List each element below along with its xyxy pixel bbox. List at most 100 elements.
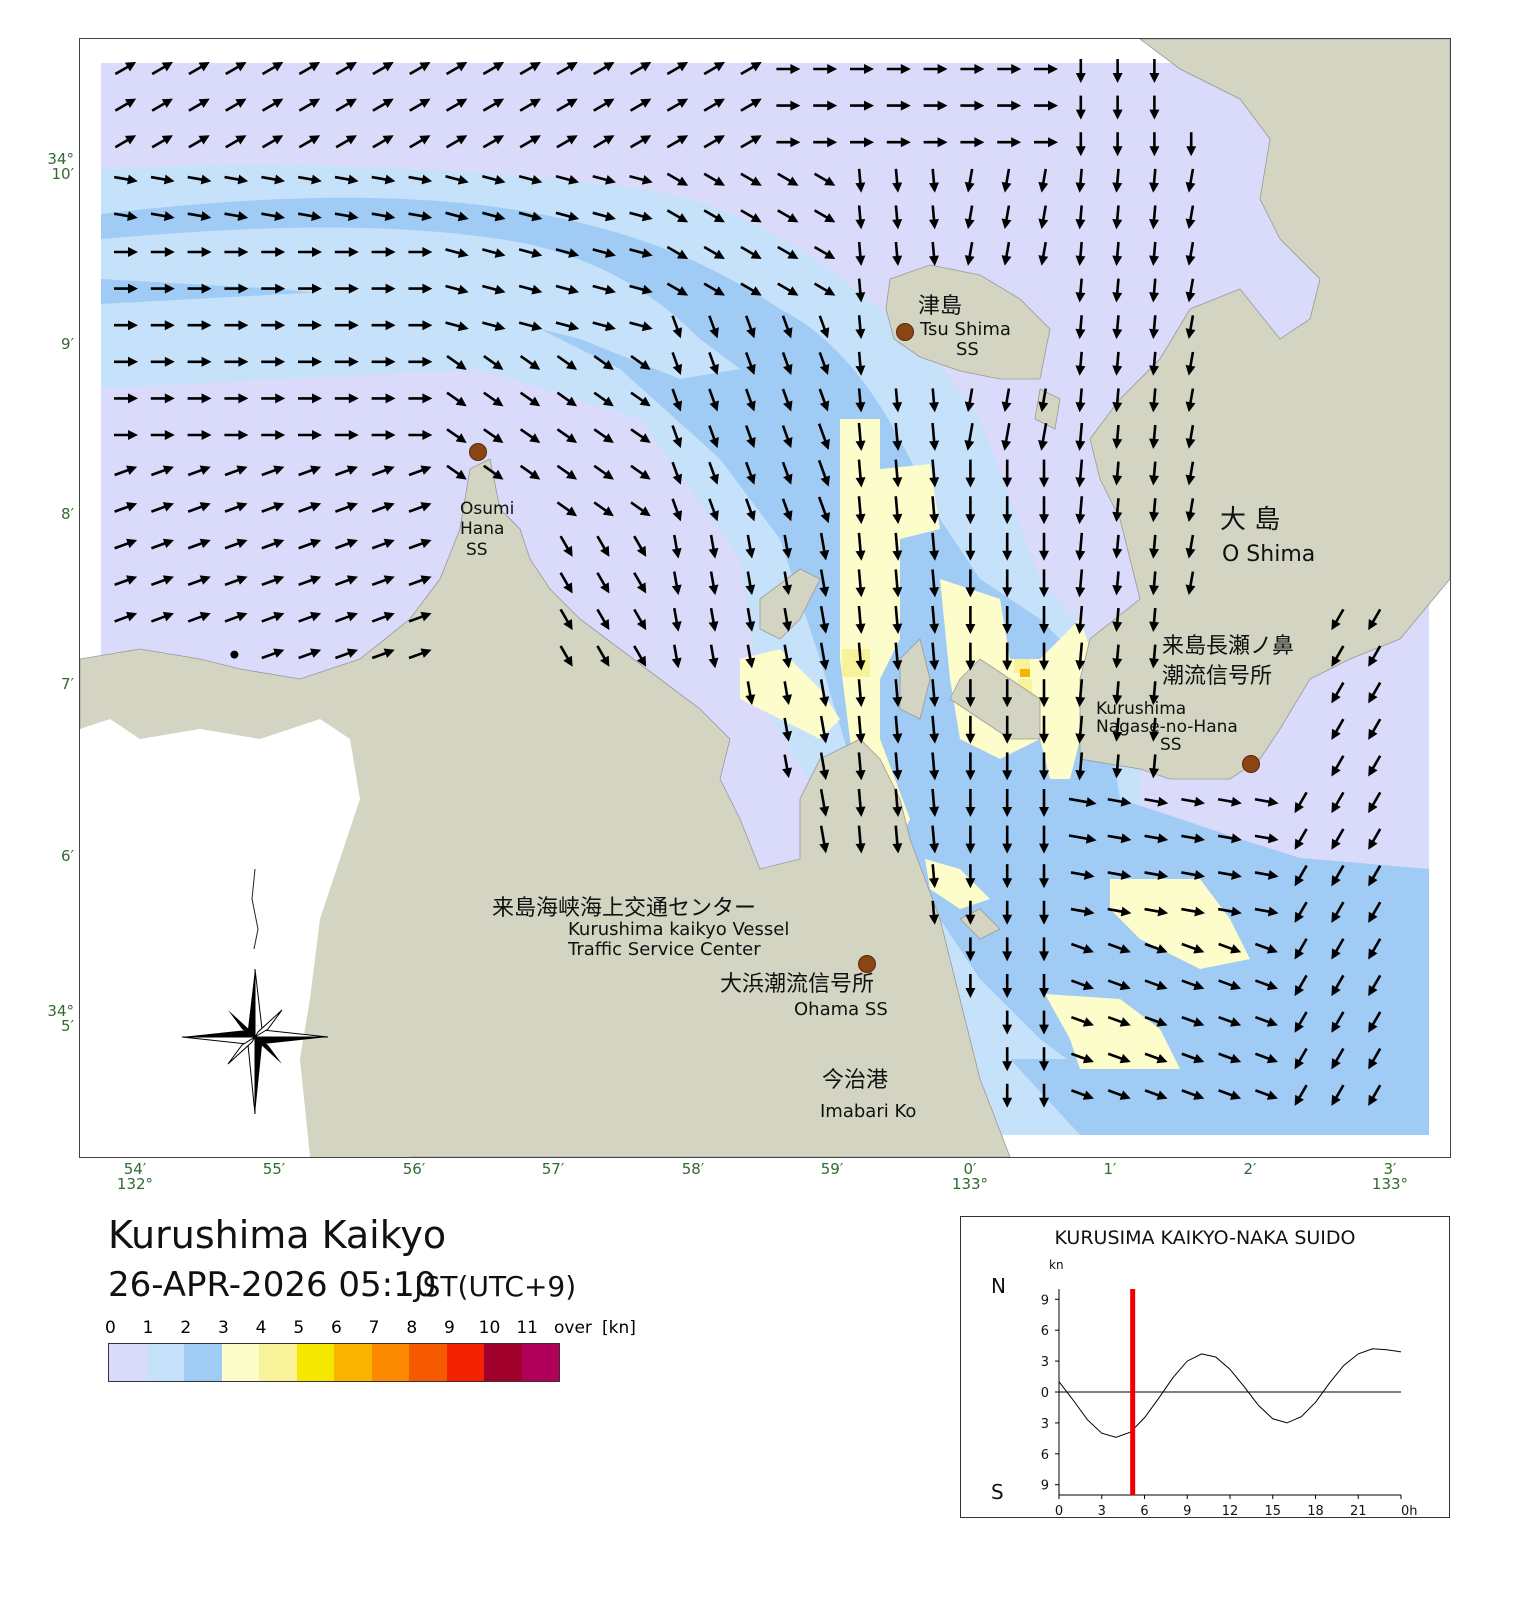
current-vector [261, 98, 284, 112]
current-vector [1185, 388, 1196, 413]
current-vector [1002, 937, 1013, 962]
current-vector [855, 278, 866, 303]
current-vector [855, 605, 866, 634]
current-vector [965, 789, 976, 817]
current-vector [334, 465, 358, 477]
current-vector [813, 64, 838, 74]
current-vector [744, 498, 756, 522]
map-datetime: 26-APR-2026 05:10JST(UTC+9) [108, 1265, 576, 1305]
osumi-label-3: SS [466, 540, 488, 560]
current-vector [1149, 132, 1160, 157]
current-vector [483, 391, 504, 407]
current-vector [633, 535, 647, 557]
current-vector [813, 172, 836, 186]
current-vector [1039, 900, 1049, 925]
current-vector [298, 538, 322, 550]
current-vector [519, 62, 541, 76]
tide-north-label: N [991, 1274, 1006, 1298]
current-speed-band [1045, 994, 1180, 1069]
tide-graph-title: KURUSIMA KAIKYO-NAKA SUIDO [1054, 1227, 1356, 1249]
imabari-label-en: Imabari Ko [820, 1101, 917, 1122]
current-vector [1112, 351, 1123, 376]
current-vector [813, 245, 836, 259]
current-vector [335, 135, 357, 149]
current-vector [782, 534, 793, 559]
current-vector [1181, 1015, 1205, 1027]
current-vector [923, 100, 948, 111]
current-vector [855, 788, 866, 817]
current-vector [1112, 571, 1123, 596]
current-vector [1185, 461, 1196, 486]
imabari-label-jp: 今治港 [822, 1068, 889, 1093]
current-vector [1181, 1052, 1205, 1064]
current-vector [776, 64, 801, 74]
current-vector [777, 282, 799, 296]
current-vector [855, 351, 866, 376]
lat-minute: 9′ [61, 335, 74, 353]
current-vector [1294, 828, 1308, 850]
current-vector [151, 98, 173, 112]
current-vector [1075, 496, 1086, 525]
current-vector [1070, 1015, 1094, 1027]
current-vector [1254, 1052, 1278, 1064]
current-vector [965, 642, 976, 671]
current-vector [964, 241, 975, 266]
current-vector [371, 465, 395, 477]
current-vector [892, 825, 903, 854]
current-vector [1181, 942, 1205, 954]
ohama-label-en: Ohama SS [794, 999, 888, 1020]
current-vector [817, 459, 830, 487]
legend-label: 7 [368, 1318, 380, 1338]
current-vector [671, 351, 683, 375]
current-vector [781, 388, 793, 412]
nagase-station-marker [1242, 755, 1260, 773]
current-vector [298, 575, 322, 587]
current-vector [960, 100, 985, 111]
current-vector [114, 465, 138, 477]
current-vector [298, 502, 322, 513]
current-vector [1149, 644, 1160, 669]
lat-minute: 6′ [61, 847, 74, 865]
land-mass [310, 999, 410, 1157]
current-vector [1149, 607, 1160, 632]
current-vector [818, 315, 830, 339]
current-vector [224, 356, 249, 367]
current-vector [592, 321, 616, 332]
tide-y-tick-label: 9 [1041, 1479, 1049, 1494]
current-vector [965, 752, 976, 781]
osumi-station-marker [469, 443, 487, 461]
current-vector [1368, 938, 1382, 960]
current-vector [408, 247, 433, 257]
current-vector [708, 534, 719, 559]
current-vector [371, 356, 396, 367]
current-vector [261, 575, 285, 587]
tide-x-tick-label: 9 [1183, 1504, 1191, 1517]
current-vector [593, 428, 614, 444]
current-vector [334, 393, 359, 404]
current-vector [596, 645, 610, 667]
current-vector [855, 205, 866, 230]
current-vector [1185, 241, 1196, 266]
current-vector [671, 571, 682, 596]
current-vector [1112, 461, 1123, 486]
current-vector [817, 496, 830, 524]
current-vector [666, 282, 689, 296]
nagase-label-jp-1: 来島長瀬ノ鼻 [1162, 634, 1295, 659]
current-vector [113, 174, 138, 185]
current-vector [1039, 496, 1049, 525]
current-vector [1112, 241, 1123, 266]
current-vector [703, 282, 725, 296]
current-vector [1039, 1083, 1049, 1108]
current-vector [819, 752, 830, 781]
current-vector [666, 209, 689, 223]
current-vector [965, 532, 976, 561]
current-vector [1075, 241, 1086, 266]
current-vector [1002, 974, 1013, 998]
current-vector [703, 209, 725, 223]
current-vector [334, 174, 359, 185]
current-vector [1185, 315, 1196, 339]
current-vector [446, 354, 467, 370]
current-map: 津島 Tsu Shima SS 大 島 O Shima Osumi Hana S… [79, 38, 1451, 1158]
current-vector [298, 135, 321, 149]
current-vector [1294, 1047, 1308, 1070]
